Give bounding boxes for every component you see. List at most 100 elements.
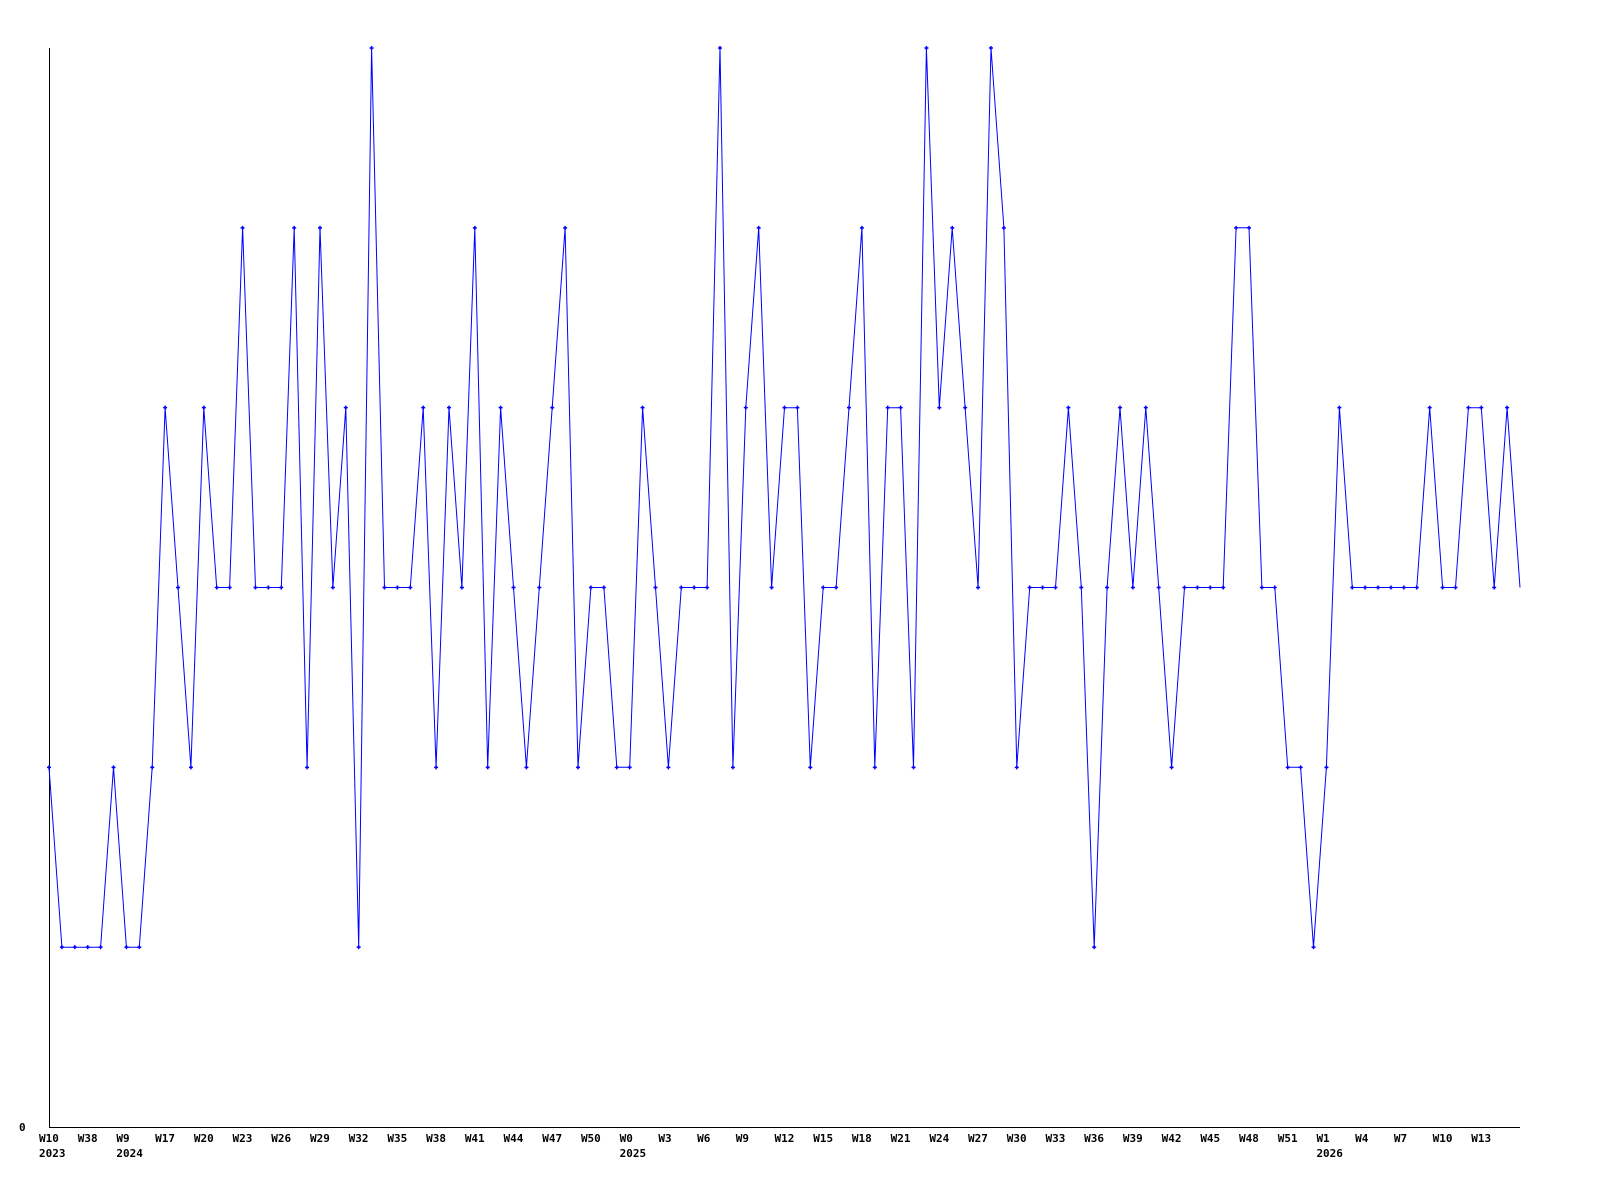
data-point (808, 765, 813, 770)
data-point (524, 765, 529, 770)
data-point (1247, 225, 1252, 230)
data-point (408, 585, 413, 590)
data-point (382, 585, 387, 590)
data-point (1014, 765, 1019, 770)
data-point (1053, 585, 1058, 590)
data-point (1195, 585, 1200, 590)
data-point (292, 225, 297, 230)
data-point (1350, 585, 1355, 590)
data-point (176, 585, 181, 590)
data-point (1311, 945, 1316, 950)
data-point (743, 405, 748, 410)
x-tick-label: W10 (1433, 1132, 1453, 1145)
data-point (447, 405, 452, 410)
x-tick-label: W6 (697, 1132, 711, 1145)
data-point (1466, 405, 1471, 410)
x-tick-label: W48 (1239, 1132, 1259, 1145)
data-point (459, 585, 464, 590)
x-tick-label: W50 (581, 1132, 601, 1145)
data-point (343, 405, 348, 410)
x-tick-label: W13 (1471, 1132, 1491, 1145)
year-label: 2023 (39, 1147, 66, 1160)
data-point (1027, 585, 1032, 590)
x-tick-label: W17 (155, 1132, 175, 1145)
data-point (72, 945, 77, 950)
data-point (124, 945, 129, 950)
data-point (1040, 585, 1045, 590)
data-point (201, 405, 206, 410)
data-point (305, 765, 310, 770)
data-point (1117, 405, 1122, 410)
data-point (511, 585, 516, 590)
data-point (1092, 945, 1097, 950)
y-tick-label: 0 (19, 1121, 26, 1134)
x-tick-label: W15 (813, 1132, 833, 1145)
data-point (485, 765, 490, 770)
data-point (1453, 585, 1458, 590)
x-tick-label: W7 (1394, 1132, 1407, 1145)
data-point (576, 765, 581, 770)
data-point (666, 765, 671, 770)
data-point (1376, 585, 1381, 590)
data-point (369, 46, 374, 50)
data-point (653, 585, 658, 590)
data-point (59, 945, 64, 950)
data-point (1130, 585, 1135, 590)
year-label: 2025 (620, 1147, 647, 1160)
data-point (253, 585, 258, 590)
data-point (330, 585, 335, 590)
data-point (1259, 585, 1264, 590)
x-tick-label: W45 (1200, 1132, 1220, 1145)
data-point (1066, 405, 1071, 410)
data-point (640, 405, 645, 410)
x-tick-label: W24 (929, 1132, 949, 1145)
data-point (730, 765, 735, 770)
data-point (1285, 765, 1290, 770)
data-point (614, 765, 619, 770)
data-point (1298, 765, 1303, 770)
data-point (1156, 585, 1161, 590)
data-point (705, 585, 710, 590)
x-tick-label: W23 (233, 1132, 253, 1145)
x-tick-label: W20 (194, 1132, 214, 1145)
data-point (834, 585, 839, 590)
data-point (240, 225, 245, 230)
data-point (1363, 585, 1368, 590)
x-tick-label: W0 (620, 1132, 633, 1145)
data-point (1001, 225, 1006, 230)
x-tick-label: W4 (1355, 1132, 1369, 1145)
data-point (1208, 585, 1213, 590)
x-tick-label: W21 (891, 1132, 911, 1145)
x-tick-label: W38 (426, 1132, 446, 1145)
data-point (1221, 585, 1226, 590)
data-point (1143, 405, 1148, 410)
data-point (85, 945, 90, 950)
data-point (588, 585, 593, 590)
x-tick-label: W39 (1123, 1132, 1143, 1145)
x-tick-label: W27 (968, 1132, 988, 1145)
x-tick-label: W35 (387, 1132, 407, 1145)
data-point (859, 225, 864, 230)
x-tick-label: W18 (852, 1132, 872, 1145)
data-point (537, 585, 542, 590)
data-point (421, 405, 426, 410)
x-tick-label: W44 (504, 1132, 524, 1145)
data-point (976, 585, 981, 590)
data-point (1337, 405, 1342, 410)
year-label: 2024 (116, 1147, 143, 1160)
data-point (1105, 585, 1110, 590)
x-tick-label: W3 (658, 1132, 671, 1145)
x-tick-label: W42 (1162, 1132, 1182, 1145)
x-tick-label: W30 (1007, 1132, 1027, 1145)
data-point (163, 405, 168, 410)
x-tick-label: W26 (271, 1132, 291, 1145)
data-point (1401, 585, 1406, 590)
data-point (137, 945, 142, 950)
x-tick-label: W33 (1045, 1132, 1065, 1145)
x-tick-label: W10 (39, 1132, 59, 1145)
data-point (47, 765, 51, 770)
data-point (872, 765, 877, 770)
data-point (1182, 585, 1187, 590)
x-tick-label: W9 (116, 1132, 129, 1145)
data-point (769, 585, 774, 590)
